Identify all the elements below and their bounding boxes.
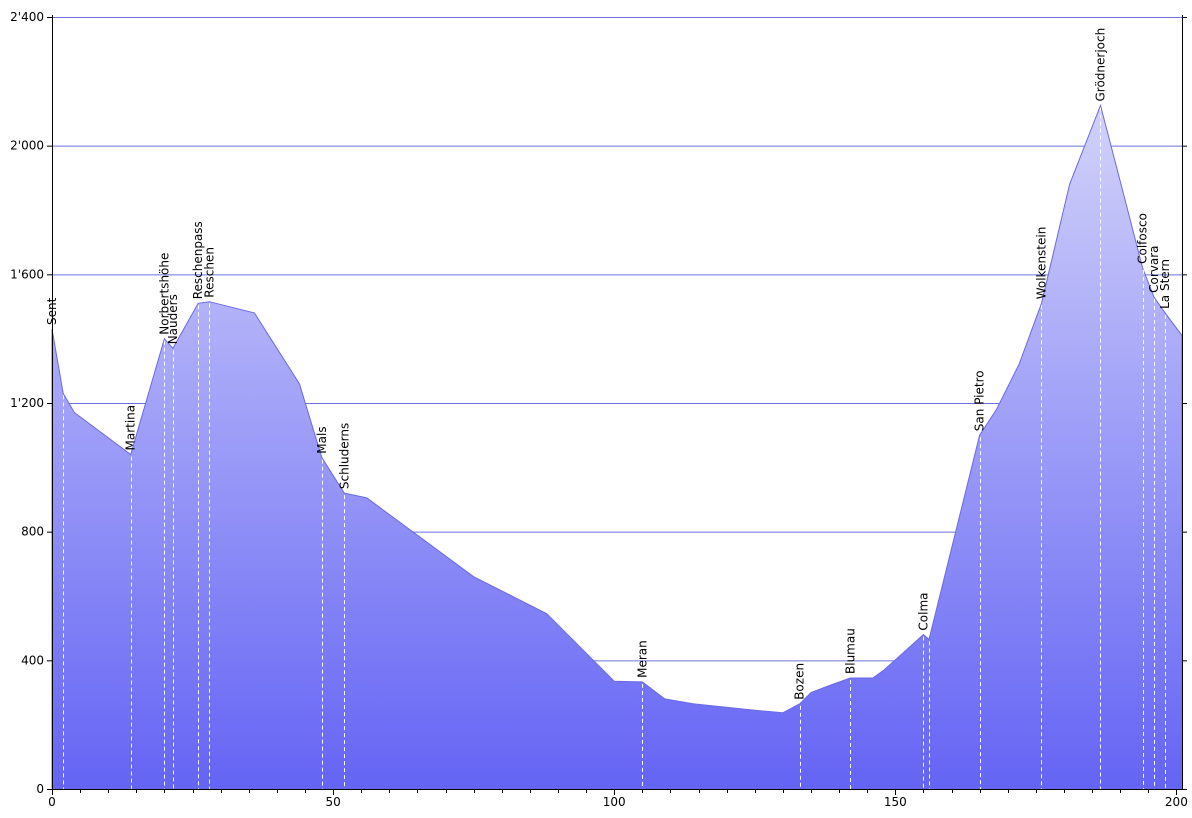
elevation-area-path <box>52 106 1182 790</box>
x-tick-label: 150 <box>884 795 907 809</box>
elevation-area <box>52 106 1182 790</box>
place-label: Nauders <box>166 294 180 344</box>
x-tick-label: 50 <box>325 795 340 809</box>
y-tick-label: 800 <box>21 525 44 539</box>
place-label: Meran <box>635 640 649 678</box>
place-label: La Stern <box>1158 259 1172 309</box>
y-tick-label: 400 <box>21 653 44 667</box>
y-tick-label: 1'200 <box>10 396 44 410</box>
place-label: San Pietro <box>973 370 987 431</box>
y-tick-label: 2'400 <box>10 10 44 24</box>
place-label: Sent <box>45 297 59 325</box>
place-label: Reschen <box>202 247 216 298</box>
place-label: Blumau <box>843 628 857 674</box>
x-tick-label: 200 <box>1165 795 1188 809</box>
x-tick-label: 0 <box>48 795 56 809</box>
place-label: Mals <box>315 426 329 453</box>
x-tick-label: 100 <box>603 795 626 809</box>
y-tick-label: 0 <box>36 782 44 796</box>
place-label: Colma <box>916 592 930 630</box>
place-label: Schluderns <box>337 423 351 489</box>
y-tick-label: 2'000 <box>10 139 44 153</box>
place-label: Bozen <box>793 663 807 700</box>
place-label: Wolkenstein <box>1035 227 1049 300</box>
place-label: Martina <box>124 405 138 451</box>
place-label: Grödnerjoch <box>1094 28 1108 102</box>
y-tick-label: 1'600 <box>10 267 44 281</box>
